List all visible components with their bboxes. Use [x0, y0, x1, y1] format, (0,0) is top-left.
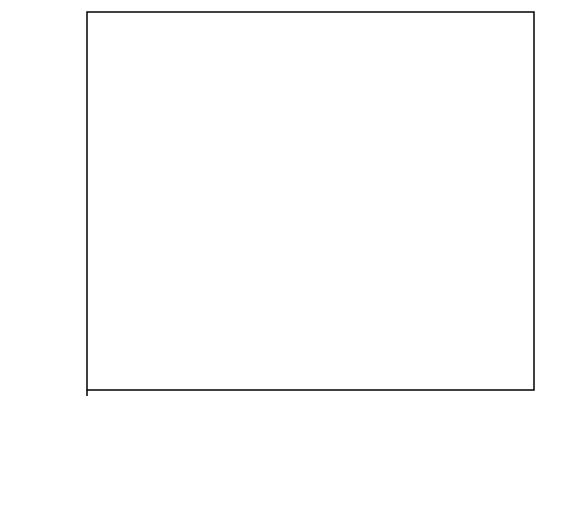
turbidity-chart: [0, 0, 572, 508]
